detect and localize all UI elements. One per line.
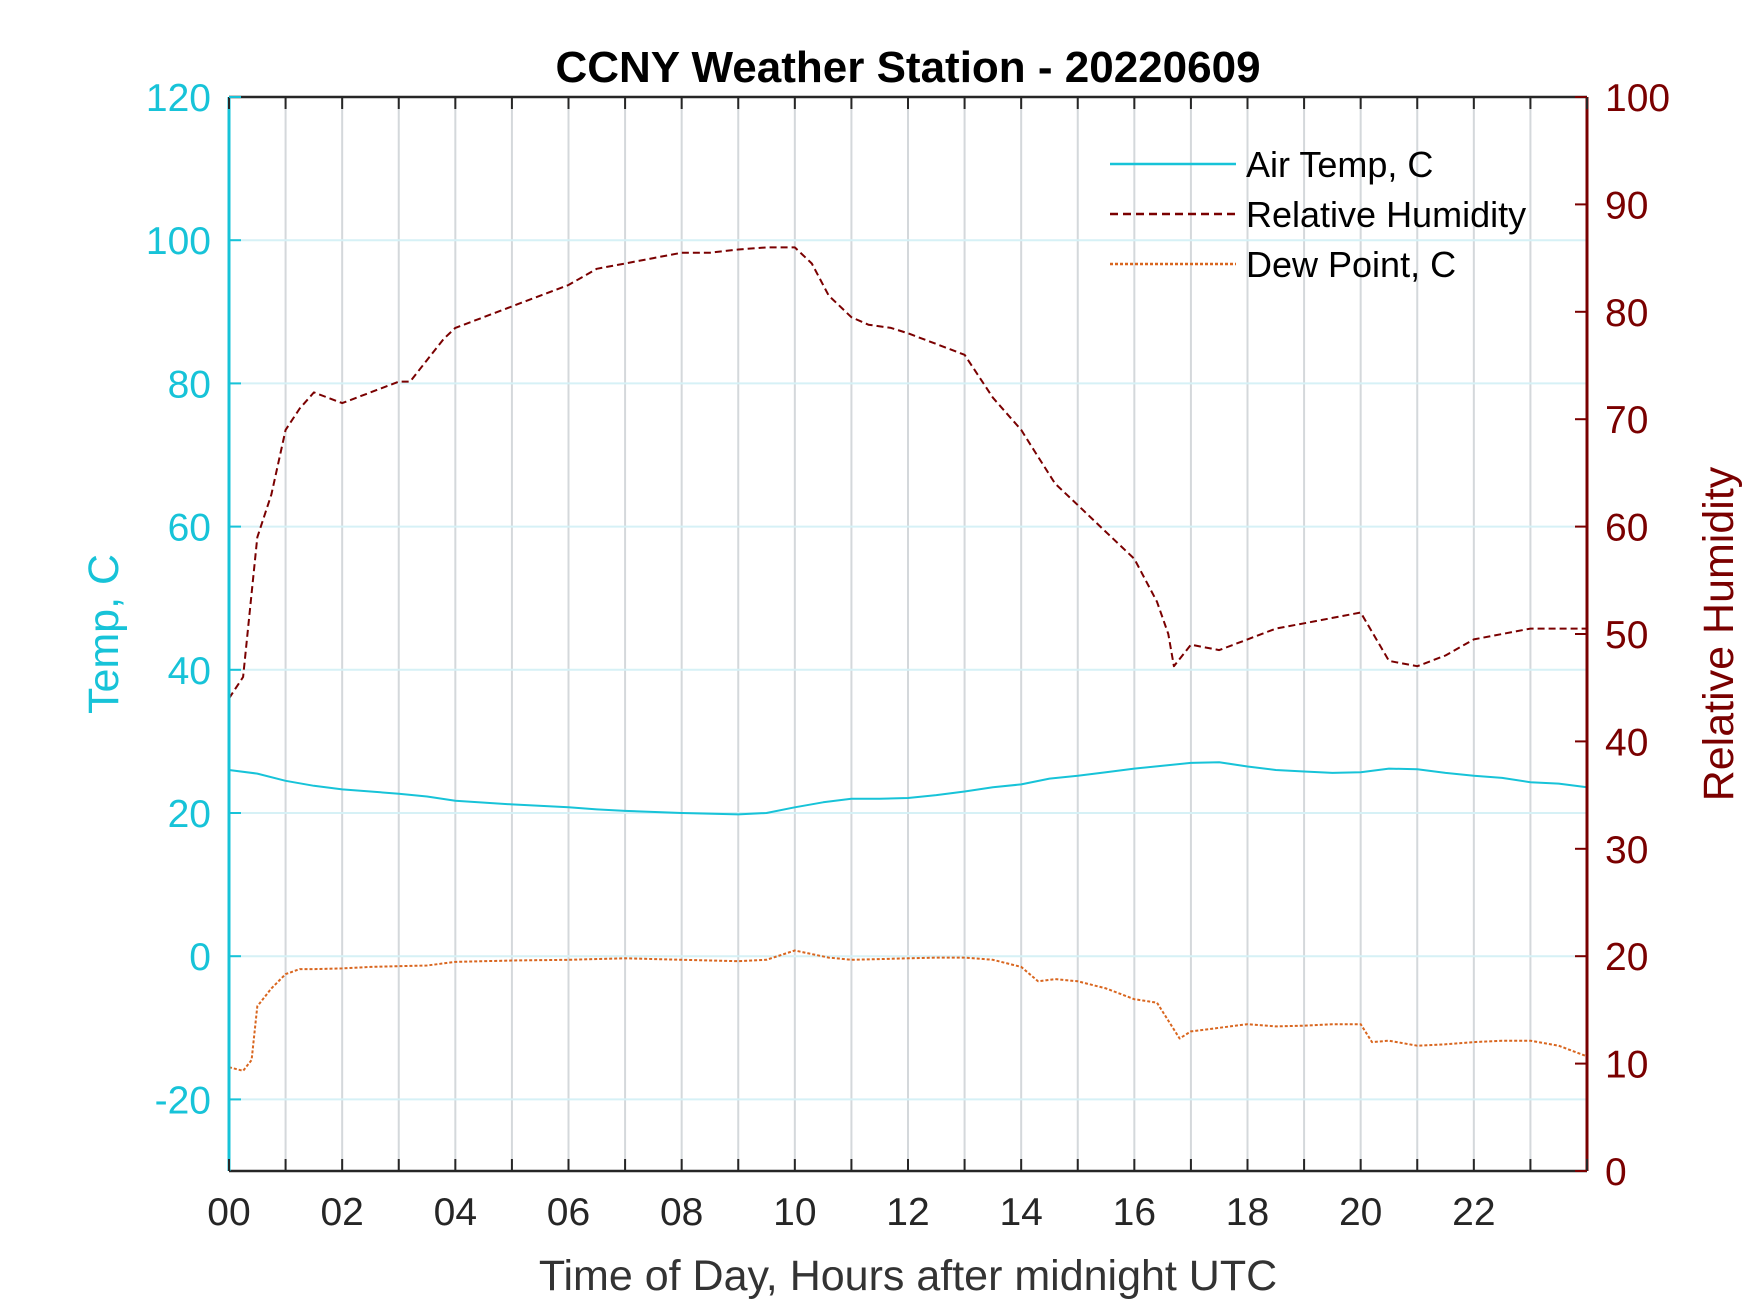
y-left-tick-label: 20 xyxy=(168,793,211,836)
y-right-tick-label: 10 xyxy=(1605,1044,1648,1087)
x-tick-label: 10 xyxy=(773,1191,816,1234)
tick-labels: 00 02 04 06 08 10 12 14 16 18 20 22-200204060801001… xyxy=(146,77,1670,1234)
x-tick-label: 00 xyxy=(207,1191,250,1234)
x-tick-label: 14 xyxy=(999,1191,1042,1234)
chart-title: CCNY Weather Station - 20220609 xyxy=(555,43,1260,92)
y-left-tick-label: 40 xyxy=(168,650,211,693)
x-axis-label: Time of Day, Hours after midnight UTC xyxy=(539,1252,1277,1300)
y-right-tick-label: 80 xyxy=(1605,292,1648,335)
y-left-tick-label: 0 xyxy=(189,936,211,979)
legend-label-relative-humidity: Relative Humidity xyxy=(1246,194,1526,235)
x-tick-label: 20 xyxy=(1339,1191,1382,1234)
series-line-relative-humidity xyxy=(228,246,1587,699)
y-left-tick-label: 60 xyxy=(168,507,211,550)
grid xyxy=(229,97,1587,1171)
x-tick-label: 18 xyxy=(1226,1191,1269,1234)
x-tick-label: 08 xyxy=(660,1191,703,1234)
y-left-tick-label: 120 xyxy=(146,77,211,120)
x-tick-label: 16 xyxy=(1113,1191,1156,1234)
legend-label-air-temp: Air Temp, C xyxy=(1246,144,1433,185)
y-right-tick-label: 60 xyxy=(1605,507,1648,550)
y-right-tick-label: 100 xyxy=(1605,77,1670,120)
x-tick-label: 02 xyxy=(320,1191,363,1234)
y-right-tick-label: 90 xyxy=(1605,184,1648,227)
y-right-tick-label: 50 xyxy=(1605,614,1648,657)
series-line-air-temp-c xyxy=(228,761,1588,816)
y-right-tick-label: 20 xyxy=(1605,936,1648,979)
x-tick-label: 04 xyxy=(434,1191,477,1234)
y-left-tick-label: -20 xyxy=(155,1079,211,1122)
legend: Air Temp, C Relative Humidity Dew Point,… xyxy=(1110,144,1526,285)
axes xyxy=(227,95,1589,1173)
y-axis-right-label: Relative Humidity xyxy=(1695,466,1743,801)
legend-label-dew-point: Dew Point, C xyxy=(1246,244,1456,285)
y-right-tick-label: 0 xyxy=(1605,1151,1627,1194)
series-layer xyxy=(228,246,1588,1072)
y-right-tick-label: 40 xyxy=(1605,721,1648,764)
x-tick-label: 06 xyxy=(547,1191,590,1234)
y-right-tick-label: 30 xyxy=(1605,829,1648,872)
y-left-tick-label: 80 xyxy=(168,363,211,406)
y-right-tick-label: 70 xyxy=(1605,399,1648,442)
y-axis-left-label: Temp, C xyxy=(80,554,128,714)
x-tick-label: 22 xyxy=(1452,1191,1495,1234)
x-tick-label: 12 xyxy=(886,1191,929,1234)
series-line-dew-point-c xyxy=(228,949,1588,1072)
y-left-tick-label: 100 xyxy=(146,220,211,263)
